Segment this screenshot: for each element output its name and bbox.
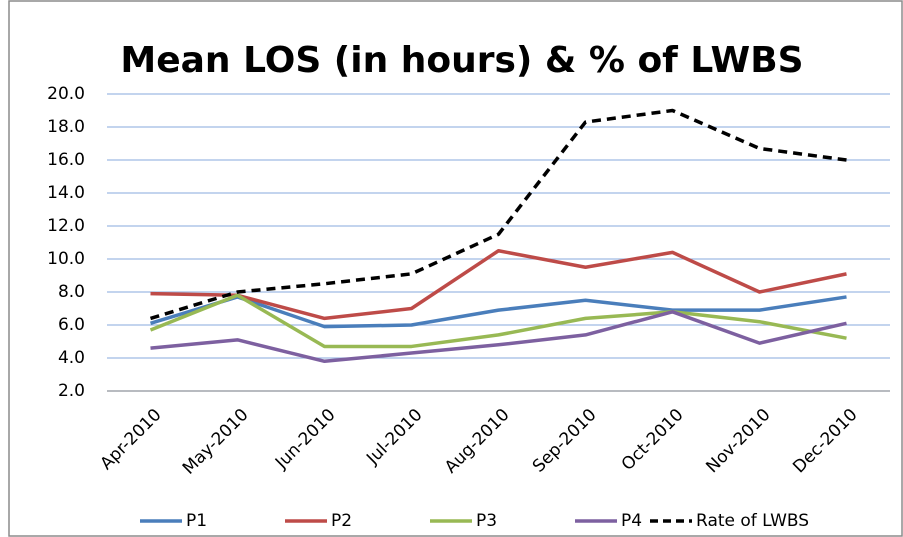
legend-label: P4: [621, 511, 642, 531]
legend-label: P3: [476, 511, 497, 531]
y-tick-label: 12.0: [47, 216, 85, 236]
series-line: [150, 249, 847, 321]
y-tick-label: 8.0: [58, 282, 85, 302]
legend-label: P2: [331, 511, 352, 531]
series-line: [149, 108, 847, 321]
y-tick-label: 6.0: [58, 315, 85, 335]
series-line: [149, 295, 847, 329]
legend-label: P1: [186, 511, 207, 531]
legend-label: Rate of LWBS: [696, 511, 809, 531]
y-tick-label: 4.0: [58, 348, 85, 368]
y-tick-label: 14.0: [47, 183, 85, 203]
y-tick-label: 20.0: [47, 84, 85, 104]
series-line: [150, 310, 847, 364]
chart-title: Mean LOS (in hours) & % of LWBS: [120, 40, 803, 81]
y-tick-label: 10.0: [47, 249, 85, 269]
y-tick-label: 2.0: [58, 381, 85, 401]
series-line: [149, 293, 847, 349]
chart-frame: [8, 0, 903, 537]
y-tick-label: 16.0: [47, 150, 85, 170]
y-tick-label: 18.0: [47, 117, 85, 137]
